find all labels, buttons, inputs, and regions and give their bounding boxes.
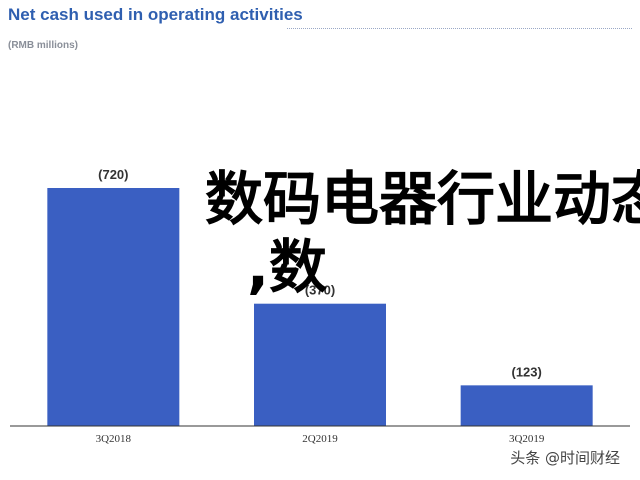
chart-subtitle: (RMB millions): [8, 40, 78, 51]
overlay-text: 数码电器行业动态 ,数: [205, 165, 640, 301]
overlay-line-2: ,数: [247, 233, 328, 301]
bar-3Q2018: [47, 188, 180, 426]
bar-3Q2019: [460, 385, 593, 426]
x-tick-3Q2019: 3Q2019: [509, 433, 545, 445]
x-tick-2Q2019: 2Q2019: [302, 433, 338, 445]
data-label-3Q2018: (720): [98, 167, 128, 182]
data-label-2Q2019: (370): [305, 283, 335, 298]
bar-2Q2019: [254, 303, 386, 426]
x-tick-3Q2018: 3Q2018: [96, 433, 132, 445]
title-divider: [287, 28, 632, 29]
watermark: 头条 @时间财经: [510, 449, 620, 467]
overlay-line-1: 数码电器行业动态: [205, 165, 640, 233]
chart-title: Net cash used in operating activities: [8, 5, 303, 24]
data-label-3Q2019: (123): [511, 364, 541, 379]
